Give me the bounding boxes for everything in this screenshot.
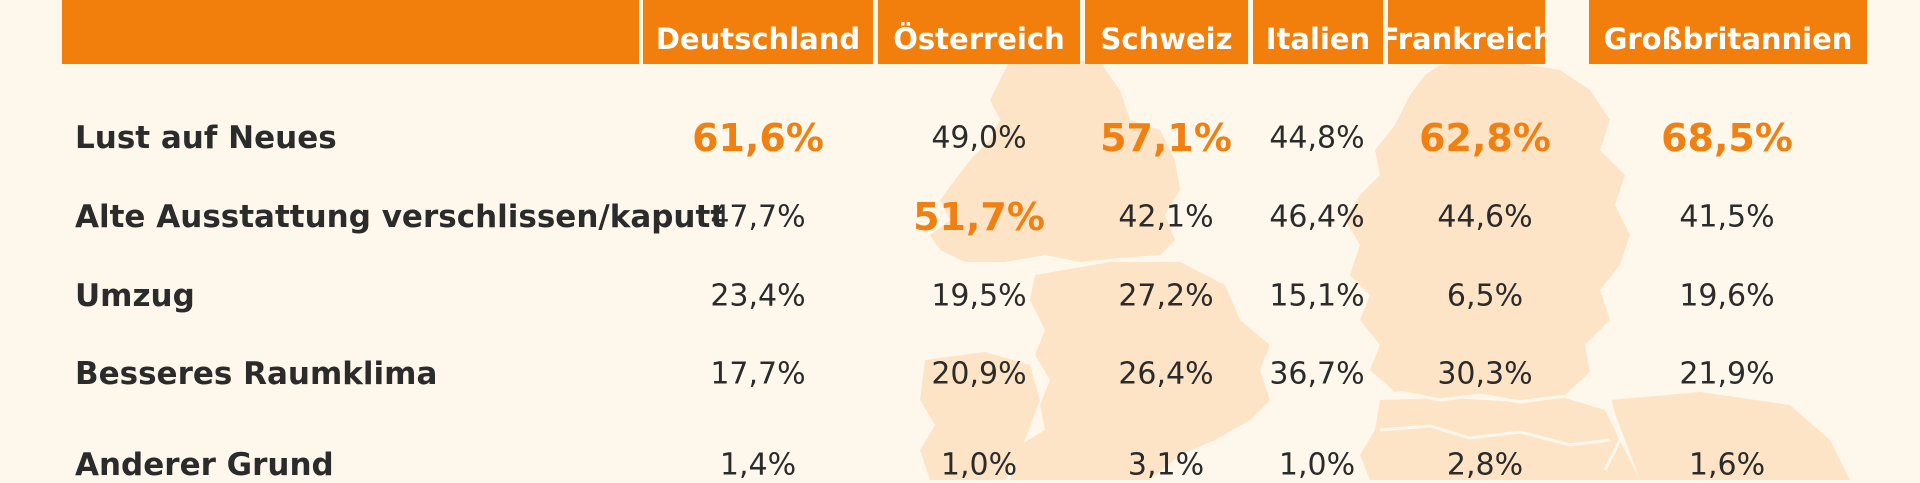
value-cell: 1,0% — [940, 447, 1018, 483]
row-label: Alte Ausstattung verschlissen/kaputt — [75, 199, 726, 235]
value-cell: 30,3% — [1437, 356, 1533, 392]
value-cell: 41,5% — [1679, 199, 1775, 235]
row-label: Besseres Raumklima — [75, 356, 438, 392]
value-cell: 23,4% — [710, 278, 806, 314]
value-cell: 6,5% — [1446, 278, 1524, 314]
value-cell: 27,2% — [1118, 278, 1214, 314]
column-header: Frankreich — [1388, 0, 1545, 64]
highlight-value-cell: 61,6% — [692, 116, 824, 160]
value-cell: 20,9% — [931, 356, 1027, 392]
row-label: Anderer Grund — [75, 447, 334, 483]
value-cell: 17,7% — [710, 356, 806, 392]
column-header: Deutschland — [643, 0, 873, 64]
value-cell: 19,6% — [1679, 278, 1775, 314]
value-cell: 44,6% — [1437, 199, 1533, 235]
value-cell: 2,8% — [1446, 447, 1524, 483]
highlight-value-cell: 62,8% — [1419, 116, 1551, 160]
value-cell: 1,6% — [1688, 447, 1766, 483]
value-cell: 46,4% — [1269, 199, 1365, 235]
row-label: Umzug — [75, 278, 195, 314]
value-cell: 21,9% — [1679, 356, 1775, 392]
value-cell: 47,7% — [710, 199, 806, 235]
highlight-value-cell: 51,7% — [913, 195, 1045, 239]
value-cell: 42,1% — [1118, 199, 1214, 235]
highlight-value-cell: 57,1% — [1100, 116, 1232, 160]
value-cell: 15,1% — [1269, 278, 1365, 314]
value-cell: 19,5% — [931, 278, 1027, 314]
value-cell: 36,7% — [1269, 356, 1365, 392]
value-cell: 26,4% — [1118, 356, 1214, 392]
value-cell: 3,1% — [1127, 447, 1205, 483]
value-cell: 1,0% — [1278, 447, 1356, 483]
header-label-column — [62, 0, 639, 64]
value-cell: 49,0% — [931, 120, 1027, 156]
value-cell: 44,8% — [1269, 120, 1365, 156]
column-header: Österreich — [878, 0, 1080, 64]
row-label: Lust auf Neues — [75, 120, 337, 156]
highlight-value-cell: 68,5% — [1661, 116, 1793, 160]
column-header: Italien — [1253, 0, 1383, 64]
column-header: Schweiz — [1085, 0, 1248, 64]
column-header: Großbritannien — [1589, 0, 1867, 64]
value-cell: 1,4% — [719, 447, 797, 483]
